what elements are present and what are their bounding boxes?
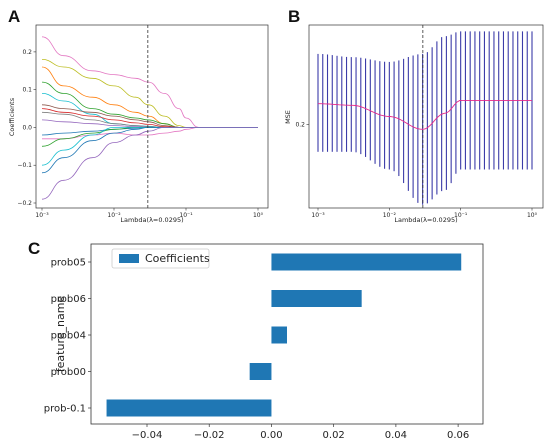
panel-c-xtick-label: 0.06 [447, 430, 469, 441]
panel-c-xtick-label: 0.00 [260, 430, 282, 441]
panel-a-frame [35, 24, 269, 209]
panel-a-series-line-13 [41, 127, 259, 174]
panel-a-ylabel: Coefficients [8, 97, 16, 136]
panel-b-cv-mse: 10⁻³ 10⁻² 10⁻¹ 10⁰ 0.2 Lambda(λ=0.0295) MSE [284, 24, 544, 224]
panel-label-b: B [288, 7, 300, 26]
panel-c-xtick-label: 0.04 [385, 430, 407, 441]
legend-box [111, 248, 210, 269]
panel-c-ylabel: feature_name [54, 296, 67, 373]
legend-swatch [119, 254, 139, 263]
panel-c-bar-prob06 [271, 290, 362, 307]
panel-c-xtick-label: −0.04 [132, 430, 163, 441]
panel-a-series-line-10 [42, 127, 259, 140]
panel-c-bar-prob04 [271, 326, 287, 344]
panel-c-frame [90, 243, 484, 425]
panel-a-ytick-label: 0.2 [22, 49, 32, 56]
panel-a-ytick-label: −0.2 [17, 200, 32, 207]
panel-b-ticks: 10⁻³ 10⁻² 10⁻¹ 10⁰ 0.2 [295, 122, 537, 219]
panel-c-coefficients: prob05 prob06 prob04 prob00 prob-0.1 −0.04 −0.… [44, 243, 484, 442]
panel-label-a: A [8, 7, 20, 26]
panel-b-ytick-label: 0.2 [295, 122, 305, 129]
panel-a-series-line-1 [41, 59, 259, 128]
panel-a-ytick-label: 0.0 [22, 124, 32, 131]
legend-label: Coefficients [145, 252, 210, 265]
panel-b-xtick-label: 10⁻¹ [454, 212, 468, 219]
panel-c-ytick-label: prob00 [51, 367, 86, 378]
panel-b-xtick-label: 10⁻³ [311, 212, 325, 219]
panel-a-series-line-6 [41, 108, 259, 128]
panel-c-legend: Coefficients [111, 248, 210, 269]
panel-c-bar-prob05 [271, 253, 462, 271]
panel-a-ytick-label: −0.1 [17, 162, 32, 169]
panel-a-xtick-label: 10⁻³ [35, 212, 49, 219]
panel-b-frame [308, 24, 544, 209]
panel-a-series-line-0 [41, 36, 259, 128]
panel-a-xtick-label: 10⁻² [107, 212, 121, 219]
panel-a-series-line-11 [41, 127, 259, 147]
panel-c-bar-prob00 [249, 363, 272, 380]
panel-c-ytick-label: prob-0.1 [44, 404, 86, 415]
panel-a-lasso-path: 10⁻³ 10⁻² 10⁻¹ 10⁰ −0.2 −0.1 0.0 0.1 0.2 Lambda(… [8, 24, 269, 224]
panel-c-xtick-label: 0.02 [323, 430, 345, 441]
panel-c-bar-prob-0.1 [106, 399, 272, 417]
panel-b-xtick-label: 10⁰ [527, 212, 538, 219]
panel-a-series [41, 36, 259, 200]
panel-a-ticks: 10⁻³ 10⁻² 10⁻¹ 10⁰ −0.2 −0.1 0.0 0.1 0.2 [17, 49, 263, 219]
panel-label-c: C [28, 239, 40, 258]
panel-a-xtick-label: 10⁰ [253, 212, 264, 219]
panel-b-error-bars [317, 31, 533, 205]
panel-c-ytick-label: prob06 [51, 294, 86, 305]
panel-c-ytick-label: prob04 [51, 331, 86, 342]
panel-a-xtick-label: 10⁻¹ [179, 212, 193, 219]
panel-c-bars [106, 253, 462, 417]
panel-a-series-line-14 [41, 127, 259, 200]
panel-c-ytick-label: prob05 [51, 258, 86, 269]
panel-b-ylabel: MSE [284, 110, 292, 124]
panel-b-xtick-label: 10⁻² [383, 212, 397, 219]
panel-a-ytick-label: 0.1 [22, 87, 32, 94]
panel-c-xtick-label: −0.02 [194, 430, 225, 441]
panel-b-mean-line [318, 99, 532, 130]
panel-b-xlabel: Lambda(λ=0.0295) [394, 216, 457, 224]
panel-c-ticks: prob05 prob06 prob04 prob00 prob-0.1 −0.04 −0.… [44, 258, 469, 442]
panel-a-series-line-12 [41, 127, 259, 166]
panel-a-xlabel: Lambda(λ=0.0295) [120, 216, 183, 224]
